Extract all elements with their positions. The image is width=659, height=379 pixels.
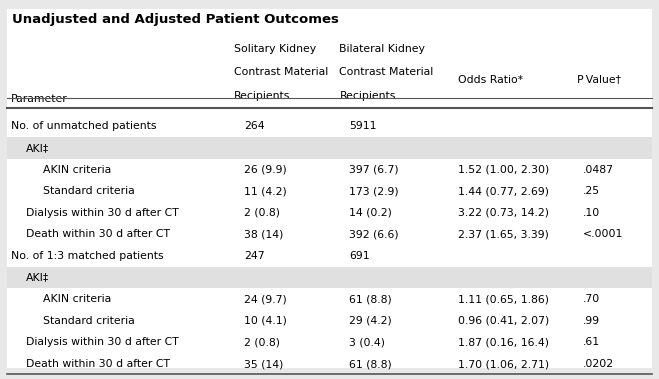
Text: .70: .70 — [583, 294, 600, 304]
Text: Contrast Material: Contrast Material — [234, 67, 328, 77]
Text: Odds Ratio*: Odds Ratio* — [458, 75, 523, 85]
Text: Solitary Kidney: Solitary Kidney — [234, 44, 316, 53]
Text: No. of unmatched patients: No. of unmatched patients — [11, 121, 157, 132]
Text: .0202: .0202 — [583, 359, 614, 369]
Text: 3 (0.4): 3 (0.4) — [349, 337, 386, 348]
Text: Bilateral Kidney: Bilateral Kidney — [339, 44, 425, 53]
Text: Death within 30 d after CT: Death within 30 d after CT — [26, 359, 170, 369]
Text: 3.22 (0.73, 14.2): 3.22 (0.73, 14.2) — [458, 208, 549, 218]
Text: Contrast Material: Contrast Material — [339, 67, 434, 77]
Text: 2 (0.8): 2 (0.8) — [244, 337, 280, 348]
Text: AKIN criteria: AKIN criteria — [43, 164, 111, 175]
Text: 35 (14): 35 (14) — [244, 359, 283, 369]
Text: 2.37 (1.65, 3.39): 2.37 (1.65, 3.39) — [458, 229, 549, 240]
Text: 1.52 (1.00, 2.30): 1.52 (1.00, 2.30) — [458, 164, 549, 175]
Text: 11 (4.2): 11 (4.2) — [244, 186, 287, 196]
Text: 2 (0.8): 2 (0.8) — [244, 208, 280, 218]
Text: Recipients: Recipients — [339, 91, 396, 101]
Text: Standard criteria: Standard criteria — [43, 316, 134, 326]
Text: AKI‡: AKI‡ — [26, 273, 49, 283]
Text: .10: .10 — [583, 208, 600, 218]
Text: 247: 247 — [244, 251, 264, 261]
Text: .61: .61 — [583, 337, 600, 348]
Text: 14 (0.2): 14 (0.2) — [349, 208, 392, 218]
Text: 264: 264 — [244, 121, 264, 132]
Text: No. of 1:3 matched patients: No. of 1:3 matched patients — [11, 251, 164, 261]
Text: <.0001: <.0001 — [583, 229, 623, 240]
Text: 1.87 (0.16, 16.4): 1.87 (0.16, 16.4) — [458, 337, 549, 348]
Text: Standard criteria: Standard criteria — [43, 186, 134, 196]
Text: .99: .99 — [583, 316, 600, 326]
Text: 1.70 (1.06, 2.71): 1.70 (1.06, 2.71) — [458, 359, 549, 369]
Text: 397 (6.7): 397 (6.7) — [349, 164, 399, 175]
Text: 0.96 (0.41, 2.07): 0.96 (0.41, 2.07) — [458, 316, 549, 326]
Text: P Value†: P Value† — [577, 75, 621, 85]
Text: 392 (6.6): 392 (6.6) — [349, 229, 399, 240]
Text: 38 (14): 38 (14) — [244, 229, 283, 240]
Text: 61 (8.8): 61 (8.8) — [349, 359, 392, 369]
Text: Recipients: Recipients — [234, 91, 291, 101]
Text: .25: .25 — [583, 186, 600, 196]
Text: 5911: 5911 — [349, 121, 377, 132]
Text: Parameter: Parameter — [11, 94, 68, 104]
Text: 29 (4.2): 29 (4.2) — [349, 316, 392, 326]
Text: AKI‡: AKI‡ — [26, 143, 49, 153]
Bar — [7, 137, 652, 159]
Text: 61 (8.8): 61 (8.8) — [349, 294, 392, 304]
Text: 26 (9.9): 26 (9.9) — [244, 164, 287, 175]
Text: 173 (2.9): 173 (2.9) — [349, 186, 399, 196]
Text: 24 (9.7): 24 (9.7) — [244, 294, 287, 304]
Text: .0487: .0487 — [583, 164, 614, 175]
Text: AKIN criteria: AKIN criteria — [43, 294, 111, 304]
Text: Death within 30 d after CT: Death within 30 d after CT — [26, 229, 170, 240]
Text: Dialysis within 30 d after CT: Dialysis within 30 d after CT — [26, 208, 179, 218]
Text: Unadjusted and Adjusted Patient Outcomes: Unadjusted and Adjusted Patient Outcomes — [12, 13, 339, 26]
Text: Dialysis within 30 d after CT: Dialysis within 30 d after CT — [26, 337, 179, 348]
Bar — [7, 267, 652, 288]
Text: 1.11 (0.65, 1.86): 1.11 (0.65, 1.86) — [458, 294, 549, 304]
Text: 1.44 (0.77, 2.69): 1.44 (0.77, 2.69) — [458, 186, 549, 196]
Text: 10 (4.1): 10 (4.1) — [244, 316, 287, 326]
Text: 691: 691 — [349, 251, 370, 261]
